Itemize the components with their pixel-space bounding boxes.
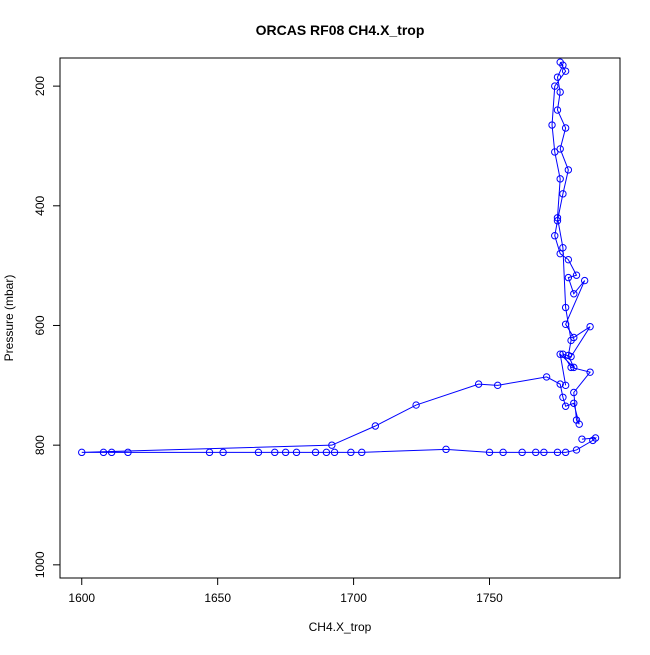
data-point: [572, 446, 581, 454]
data-point: [556, 249, 564, 258]
data-point: [561, 448, 570, 457]
data-point: [347, 448, 355, 457]
data-point: [567, 363, 575, 372]
data-point: [271, 448, 279, 457]
data-point: [499, 448, 507, 457]
data-point: [328, 441, 336, 449]
data-point: [205, 448, 214, 457]
data-point: [553, 106, 562, 114]
data-point: [78, 448, 86, 457]
data-point: [548, 121, 556, 129]
data-point: [559, 350, 567, 358]
data-point: [570, 399, 578, 407]
data-point: [570, 290, 578, 298]
data-point: [330, 448, 339, 457]
data-point: [589, 436, 597, 445]
data-point: [564, 166, 573, 174]
y-axis-label: Pressure (mbar): [2, 275, 16, 362]
data-point: [578, 435, 586, 443]
data-point: [542, 373, 551, 381]
data-point: [532, 448, 540, 457]
data-point: [556, 175, 564, 183]
y-tick-label: 200: [33, 76, 47, 96]
data-point: [292, 448, 301, 457]
data-point: [556, 350, 564, 358]
data-point: [485, 448, 494, 457]
data-point: [254, 448, 263, 457]
x-tick-label: 1750: [476, 591, 503, 605]
data-point: [442, 445, 450, 454]
data-point: [553, 214, 562, 222]
data-point: [561, 381, 570, 390]
chart-title: ORCAS RF08 CH4.X_trop: [256, 22, 425, 38]
data-point: [474, 380, 483, 388]
plot-frame: [59, 57, 621, 579]
data-point: [580, 276, 589, 285]
y-tick-label: 800: [33, 435, 47, 455]
data-point: [572, 416, 581, 424]
x-tick-label: 1650: [204, 591, 231, 605]
data-point: [281, 448, 290, 457]
data-point: [556, 145, 564, 153]
data-point: [99, 448, 108, 457]
data-point: [561, 67, 570, 75]
data-point: [551, 232, 559, 240]
x-tick-label: 1600: [68, 591, 95, 605]
data-point: [586, 322, 594, 331]
data-point: [564, 273, 573, 282]
data-point: [412, 401, 420, 409]
data-point: [553, 217, 562, 225]
data-point: [540, 448, 548, 457]
data-point: [559, 243, 567, 252]
data-point: [219, 448, 227, 457]
data-point: [553, 448, 562, 457]
y-tick-label: 600: [33, 315, 47, 335]
data-point: [322, 448, 331, 457]
data-point: [570, 363, 578, 372]
data-point: [311, 448, 320, 457]
data-point: [107, 448, 116, 457]
data-point: [559, 190, 567, 198]
data-point: [493, 381, 502, 390]
y-tick-label: 1000: [33, 551, 47, 578]
data-point: [553, 73, 562, 81]
data-point: [551, 82, 559, 90]
x-tick-label: 1700: [340, 591, 367, 605]
data-point: [586, 368, 594, 376]
data-point: [570, 388, 578, 397]
data-point: [358, 448, 366, 457]
data-point: [124, 448, 132, 457]
data-point: [561, 124, 570, 132]
data-point: [371, 422, 380, 430]
data-point: [556, 88, 564, 96]
data-point: [567, 336, 575, 345]
x-axis-label: CH4.X_trop: [309, 620, 372, 634]
y-tick-label: 400: [33, 195, 47, 215]
data-point: [561, 303, 570, 312]
data-point: [551, 148, 559, 156]
data-point: [572, 271, 581, 279]
data-point: [559, 393, 567, 401]
data-point: [556, 58, 564, 66]
data-point: [518, 448, 526, 457]
data-point: [564, 255, 573, 264]
data-point: [561, 320, 570, 328]
data-point: [564, 351, 573, 360]
data-point: [561, 402, 570, 410]
data-point: [556, 380, 564, 388]
